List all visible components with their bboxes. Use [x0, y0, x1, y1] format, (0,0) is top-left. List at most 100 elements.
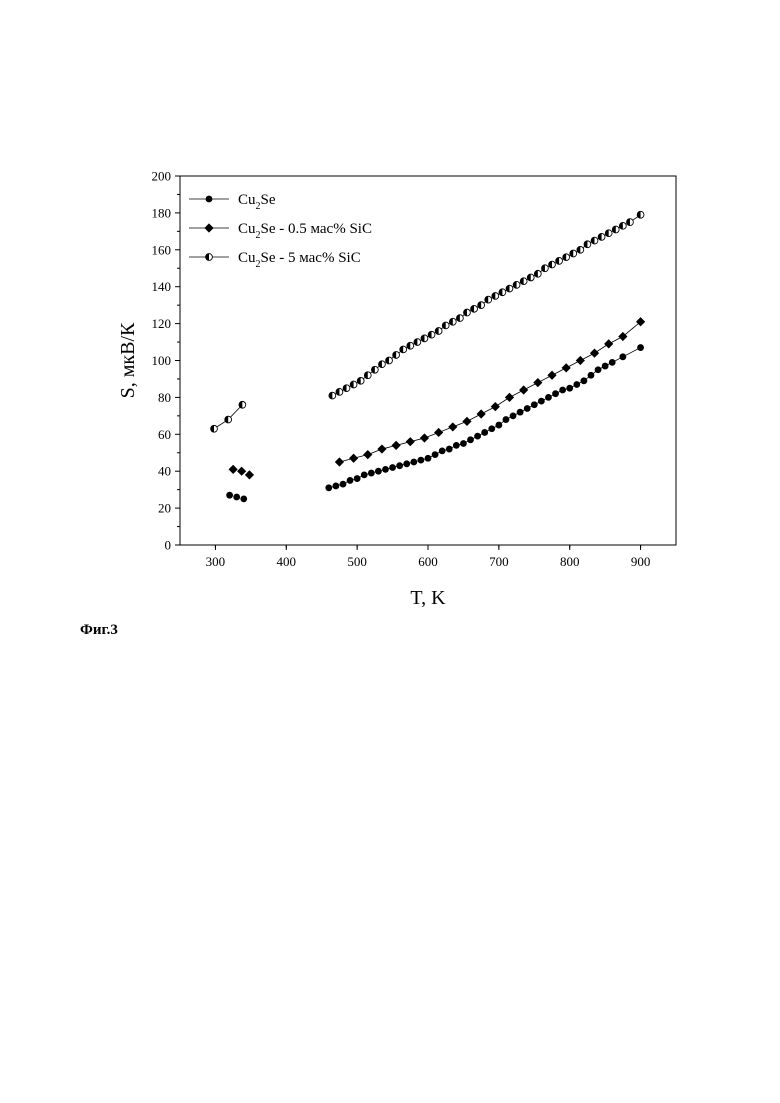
data-point: [481, 429, 488, 436]
data-point: [576, 356, 585, 365]
data-point: [566, 385, 573, 392]
data-point: [462, 417, 471, 426]
y-tick-label: 120: [152, 316, 172, 331]
x-axis-title: T, K: [410, 587, 446, 609]
data-point: [637, 344, 644, 351]
x-tick-label: 600: [418, 554, 438, 569]
data-point: [240, 495, 247, 502]
data-point: [542, 265, 549, 272]
y-tick-label: 200: [152, 169, 172, 184]
x-tick-label: 800: [560, 554, 580, 569]
data-point: [446, 446, 453, 453]
data-point: [442, 322, 449, 329]
x-tick-label: 500: [347, 554, 367, 569]
data-point: [329, 392, 336, 399]
data-point: [392, 441, 401, 450]
data-point: [432, 451, 439, 458]
data-point: [488, 425, 495, 432]
data-point: [533, 378, 542, 387]
data-point: [386, 357, 393, 364]
data-point: [580, 377, 587, 384]
legend-label: Cu2Se - 0.5 мас% SiC: [238, 221, 372, 241]
data-point: [382, 466, 389, 473]
data-point: [434, 428, 443, 437]
data-point: [406, 437, 415, 446]
legend-label: Cu2Se - 5 мас% SiC: [238, 250, 361, 270]
data-point: [492, 293, 499, 300]
x-tick-label: 900: [631, 554, 651, 569]
data-point: [225, 416, 232, 423]
data-point: [368, 470, 375, 477]
data-point: [453, 442, 460, 449]
data-point: [577, 246, 584, 253]
data-point: [407, 342, 414, 349]
y-tick-label: 140: [152, 279, 172, 294]
data-point: [549, 261, 556, 268]
data-point: [460, 440, 467, 447]
data-point: [619, 353, 626, 360]
data-point: [513, 281, 520, 288]
data-point: [364, 372, 371, 379]
data-point: [325, 484, 332, 491]
data-point: [584, 241, 591, 248]
legend-marker: [206, 254, 213, 261]
data-point: [527, 274, 534, 281]
data-point: [591, 237, 598, 244]
data-point: [534, 270, 541, 277]
data-point: [211, 425, 218, 432]
data-point: [491, 402, 500, 411]
y-axis-title: S, мкВ/К: [117, 322, 139, 398]
data-point: [393, 352, 400, 359]
data-point: [237, 467, 246, 476]
data-point: [471, 305, 478, 312]
data-point: [363, 450, 372, 459]
data-point: [478, 302, 485, 309]
data-point: [371, 366, 378, 373]
data-point: [573, 381, 580, 388]
data-point: [562, 363, 571, 372]
x-tick-label: 700: [489, 554, 509, 569]
data-point: [570, 250, 577, 257]
data-point: [357, 377, 364, 384]
series-1: [226, 344, 644, 502]
x-tick-label: 400: [277, 554, 297, 569]
data-point: [375, 468, 382, 475]
data-point: [505, 393, 514, 402]
data-point: [563, 254, 570, 261]
data-point: [547, 371, 556, 380]
data-point: [245, 470, 254, 479]
data-point: [349, 454, 358, 463]
data-point: [538, 398, 545, 405]
data-point: [421, 335, 428, 342]
data-point: [226, 492, 233, 499]
data-point: [590, 349, 599, 358]
data-point: [559, 387, 566, 394]
y-tick-label: 180: [152, 205, 172, 220]
data-point: [377, 444, 386, 453]
data-point: [588, 372, 595, 379]
seebeck-chart: 300400500600700800900 020406080100120140…: [0, 0, 780, 620]
series-line: [339, 322, 640, 462]
data-point: [556, 257, 563, 264]
data-point: [506, 285, 513, 292]
data-point: [517, 409, 524, 416]
data-point: [519, 385, 528, 394]
y-tick-label: 0: [165, 538, 172, 553]
data-point: [418, 457, 425, 464]
data-point: [612, 226, 619, 233]
y-tick-label: 160: [152, 242, 172, 257]
data-point: [499, 289, 506, 296]
series-3: [211, 211, 644, 432]
data-point: [552, 390, 559, 397]
data-point: [467, 436, 474, 443]
data-point: [435, 328, 442, 335]
data-point: [520, 278, 527, 285]
y-tick-label: 20: [158, 501, 171, 516]
data-point: [389, 464, 396, 471]
y-tick-label: 60: [158, 427, 171, 442]
data-point: [350, 381, 357, 388]
legend-marker: [206, 196, 213, 203]
data-point: [425, 455, 432, 462]
data-point: [239, 401, 246, 408]
data-point: [414, 339, 421, 346]
